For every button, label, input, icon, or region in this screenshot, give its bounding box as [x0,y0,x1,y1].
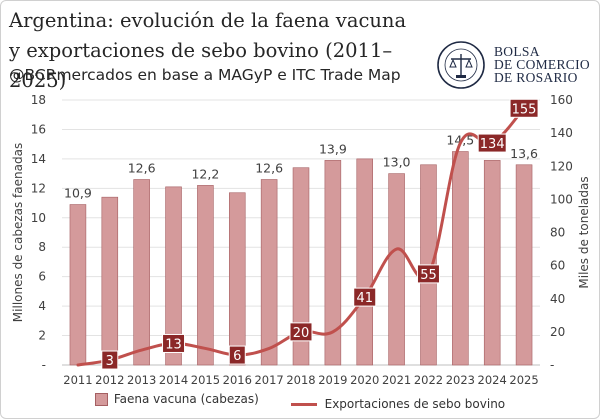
y-right-tick-label: 60 [550,259,565,273]
logo-text: BOLSA DE COMERCIO DE ROSARIO [494,44,590,85]
line-data-label: 3 [106,354,114,369]
bar-data-label: 13,9 [319,141,347,156]
bar [452,151,469,366]
y-left-tick-label: 18 [31,93,46,107]
bar [356,158,373,366]
line-data-label: 20 [293,326,310,341]
line-data-label: 134 [480,137,505,152]
bar [260,179,278,366]
bar [515,164,533,366]
y-left-tick-label: 2 [38,329,46,343]
bar [292,167,310,366]
bar-data-label: 13,6 [510,146,538,161]
x-tick-label: 2018 [286,373,315,387]
bcr-logo: BOLSA DE COMERCIO DE ROSARIO [436,40,596,90]
line-data-label: 55 [420,268,437,283]
chart-legend: Faena vacuna (cabezas) Exportaciones de … [0,392,600,411]
line-data-label: 41 [356,291,373,306]
x-tick-label: 2012 [95,373,124,387]
line-data-label: 13 [165,337,182,352]
bar-data-label: 10,9 [64,186,92,201]
line-data-label-box [289,322,313,342]
logo-line-1: BOLSA [494,44,540,59]
y-left-tick-label: 10 [31,211,46,225]
line-data-label-box [353,287,377,307]
x-tick-label: 2020 [350,373,379,387]
line-data-label-box [416,264,440,284]
bcr-seal-icon [437,41,485,89]
chart-subtitle: @BCRmercados en base a MAGyP e ITC Trade… [9,66,401,84]
legend-item-line: Exportaciones de sebo bovino [290,397,506,411]
y-left-axis-title: Millones de cabezas faenadas [11,143,25,322]
y-left-tick-label: 4 [38,299,46,313]
logo-line-3: DE ROSARIO [494,70,578,85]
x-tick-label: 2021 [382,373,411,387]
bar [165,186,182,366]
legend-bar-swatch [94,392,108,406]
bar-data-label: 13,0 [383,155,411,170]
x-tick-label: 2022 [414,373,443,387]
y-left-tick-label: 8 [38,240,46,254]
line-data-label-box [477,133,507,153]
bar [197,185,214,366]
y-right-tick-label: 80 [550,226,565,240]
line-data-label-box [228,345,246,365]
bar-data-label: 12,6 [255,161,283,176]
legend-line-label: Exportaciones de sebo bovino [324,397,506,411]
line-data-label-box [101,350,119,370]
y-right-tick-label: 140 [550,126,573,140]
x-tick-label: 2011 [63,373,92,387]
bar [133,179,150,366]
bar [388,173,405,366]
y-right-axis-title: Miles de toneladas [577,176,591,288]
x-tick-label: 2015 [191,373,220,387]
legend-item-bars: Faena vacuna (cabezas) [94,392,259,406]
x-tick-label: 2016 [223,373,252,387]
legend-bar-label: Faena vacuna (cabezas) [113,392,259,406]
y-left-tick-label: 12 [31,181,46,195]
line-data-label: 155 [512,102,537,117]
bar [69,204,87,366]
y-right-tick-label: - [550,358,554,372]
line-data-label-box [509,98,539,118]
legend-line-swatch [290,402,317,406]
bar [101,196,119,366]
x-tick-label: 2017 [254,373,283,387]
y-right-tick-label: 160 [550,93,573,107]
y-right-tick-label: 100 [550,192,573,206]
x-tick-label: 2019 [318,373,347,387]
line-data-label: 6 [233,349,241,364]
line-data-label-box [162,333,186,353]
y-left-tick-label: 14 [31,152,46,166]
y-left-tick-label: - [42,358,46,372]
chart-title: Argentina: evolución de la faena vacuna … [9,9,407,92]
y-right-tick-label: 120 [550,159,573,173]
y-left-tick-label: 6 [38,270,46,284]
y-right-tick-label: 40 [550,292,565,306]
bar [229,192,246,366]
x-tick-label: 2013 [127,373,156,387]
y-left-tick-label: 16 [31,122,46,136]
logo-line-2: DE COMERCIO [494,57,590,72]
bar-data-label: 12,2 [191,166,219,181]
x-tick-label: 2025 [509,373,538,387]
bar-data-label: 12,6 [128,161,156,176]
bar [483,160,501,366]
y-right-tick-label: 20 [550,325,565,339]
x-tick-label: 2023 [446,373,475,387]
x-tick-label: 2024 [478,373,507,387]
bar [324,160,342,366]
x-tick-label: 2014 [159,373,188,387]
